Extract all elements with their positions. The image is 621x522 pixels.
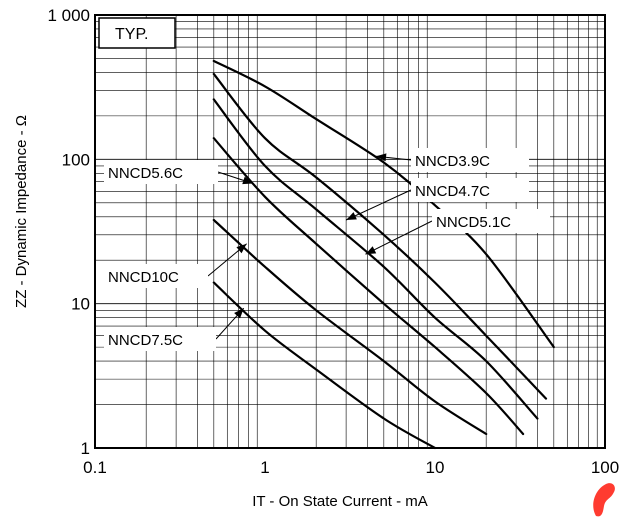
- y-axis-title: ZZ - Dynamic Impedance - Ω: [13, 115, 30, 308]
- series-line-nncd5-1c: [212, 98, 539, 420]
- y-tick-labels: 1 10 100 1 000: [47, 6, 90, 458]
- series-label: NNCD4.7C: [415, 183, 490, 200]
- x-tick-label: 100: [591, 458, 619, 477]
- series-label-bg: [104, 327, 216, 351]
- label-leaders: [207, 153, 433, 340]
- x-tick-label: 1: [260, 458, 269, 477]
- series-line-nncd4-7c: [212, 72, 548, 400]
- series-labels: NNCD3.9C NNCD4.7C NNCD5.1C NNCD5.6C NNCD10C N…: [104, 148, 550, 351]
- y-tick-label: 100: [62, 150, 90, 169]
- y-tick-label: 1 000: [47, 6, 90, 25]
- leader-line: [345, 189, 412, 221]
- arrowhead-icon: [365, 246, 377, 255]
- series-label: NNCD10C: [108, 269, 179, 286]
- series-line-nncd7-5c: [212, 281, 437, 450]
- x-tick-labels: 0.1 1 10 100: [83, 458, 619, 477]
- arrowhead-icon: [376, 153, 387, 162]
- series-label: NNCD7.5C: [108, 332, 183, 349]
- x-axis-title: IT - On State Current - mA: [252, 493, 428, 510]
- series-line-nncd3-9c: [212, 59, 555, 349]
- series-label-bg: [104, 160, 218, 184]
- x-tick-label: 0.1: [83, 458, 107, 477]
- arrowhead-icon: [236, 243, 247, 254]
- typ-box: TYP.: [98, 17, 176, 49]
- x-tick-label: 10: [426, 458, 445, 477]
- series-line-nncd5-6c: [212, 137, 525, 436]
- curves: [212, 59, 555, 450]
- y-tick-label: 10: [71, 295, 90, 314]
- plot-frame: [94, 14, 606, 449]
- series-label-bg: [411, 148, 529, 172]
- series-label: NNCD3.9C: [415, 153, 490, 170]
- series-label-bg: [411, 178, 529, 202]
- brand-mark-icon: [593, 483, 615, 517]
- series-line-nncd10c: [212, 218, 488, 436]
- arrowhead-icon: [242, 176, 254, 185]
- leader-line: [365, 220, 433, 255]
- arrowhead-icon: [234, 308, 244, 319]
- series-label-bg: [104, 264, 208, 288]
- arrowhead-icon: [346, 212, 357, 220]
- series-label: NNCD5.6C: [108, 165, 183, 182]
- series-label: NNCD5.1C: [436, 214, 511, 231]
- y-tick-label: 1: [81, 439, 90, 458]
- typ-label: TYP.: [115, 26, 149, 43]
- series-label-bg: [432, 209, 550, 233]
